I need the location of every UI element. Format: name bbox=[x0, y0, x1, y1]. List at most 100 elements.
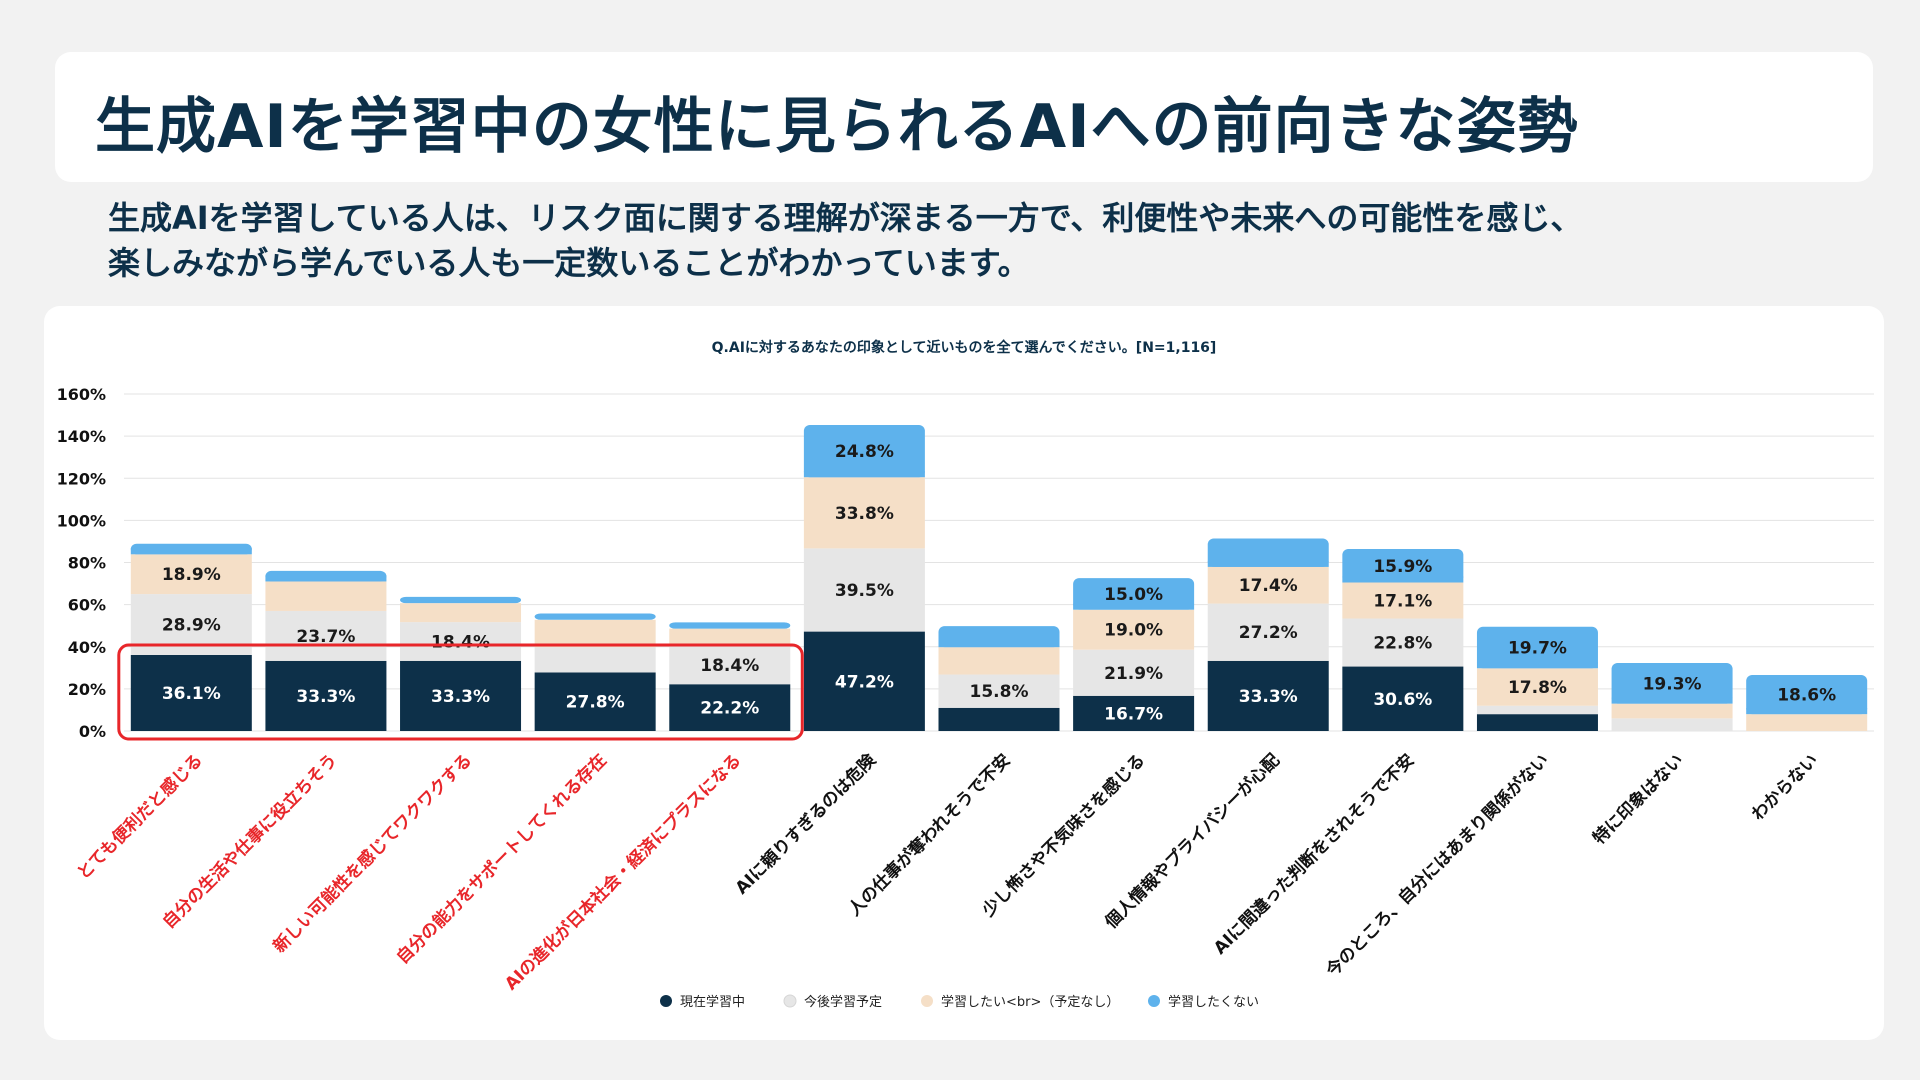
bar-segment bbox=[400, 596, 522, 604]
bar-segment bbox=[534, 613, 656, 620]
x-tick-label: とても便利だと感じる bbox=[73, 750, 207, 884]
bar-segment-corner bbox=[1746, 708, 1868, 715]
title-card: 生成AIを学習中の女性に見られるAIへの前向きな姿勢 bbox=[55, 52, 1873, 182]
bar-segment bbox=[803, 477, 925, 549]
bar-segment bbox=[938, 647, 1060, 675]
bar-segment bbox=[400, 603, 522, 623]
bar-segment-corner bbox=[130, 548, 252, 555]
data-label: 17.8% bbox=[1508, 678, 1567, 698]
legend-label: 今後学習予定 bbox=[804, 994, 882, 1010]
bar-segment bbox=[534, 619, 656, 648]
data-label: 15.9% bbox=[1373, 557, 1432, 577]
legend-marker bbox=[783, 994, 797, 1008]
x-tick-label: 特に印象はない bbox=[1589, 750, 1688, 849]
bar-segment bbox=[130, 654, 252, 731]
bar-segment bbox=[130, 554, 252, 595]
bar-segment bbox=[669, 684, 791, 731]
legend-item: 学習したくない bbox=[1148, 994, 1259, 1010]
bar-segment-corner bbox=[265, 575, 387, 582]
x-tick-label: AIの進化が日本社会・経済にプラスになる bbox=[501, 750, 746, 995]
bar-segment bbox=[1073, 578, 1195, 610]
bar-segment bbox=[1476, 626, 1598, 669]
data-label: 22.2% bbox=[700, 699, 759, 719]
y-tick-label: 120% bbox=[57, 469, 106, 488]
bar-segment-corner bbox=[1342, 576, 1464, 583]
bar-segment bbox=[669, 645, 791, 685]
legend-label: 学習したくない bbox=[1168, 994, 1259, 1010]
data-label: 15.8% bbox=[970, 682, 1029, 702]
bar-segment bbox=[265, 610, 387, 661]
data-label: 30.6% bbox=[1373, 690, 1432, 710]
data-label: 27.8% bbox=[566, 693, 625, 713]
bar-segment bbox=[1073, 649, 1195, 696]
data-label: 28.9% bbox=[162, 616, 221, 636]
data-label: 19.0% bbox=[1104, 621, 1163, 641]
x-tick-label: 自分の能力をサポートしてくれる存在 bbox=[392, 750, 610, 968]
bar-segment bbox=[1611, 703, 1733, 719]
data-label: 18.4% bbox=[700, 656, 759, 676]
data-label: 16.7% bbox=[1104, 704, 1163, 724]
bar-segment-corner bbox=[1611, 697, 1733, 704]
data-label: 36.1% bbox=[162, 684, 221, 704]
data-label: 21.9% bbox=[1104, 664, 1163, 684]
bar-segment bbox=[400, 622, 522, 661]
bar-segment bbox=[1611, 662, 1733, 704]
page-title: 生成AIを学習中の女性に見られるAIへの前向きな姿勢 bbox=[95, 92, 1579, 162]
bar-segment-corner bbox=[1207, 560, 1329, 567]
data-label: 17.4% bbox=[1239, 576, 1298, 596]
bar-segment bbox=[1746, 714, 1868, 731]
bar-segment bbox=[1476, 714, 1598, 731]
x-tick-label: 今のところ、自分にはあまり関係がない bbox=[1322, 750, 1553, 981]
bar-segment bbox=[1073, 609, 1195, 650]
bar-segment bbox=[1342, 666, 1464, 731]
bar-segment bbox=[938, 707, 1060, 731]
bar-segment bbox=[400, 660, 522, 731]
bar-segment-corner bbox=[1073, 603, 1195, 610]
lead-line-1: 生成AIを学習している人は、リスク面に関する理解が深まる一方で、利便性や未来への… bbox=[108, 199, 1583, 237]
bar-segment bbox=[1611, 718, 1733, 731]
bar-segment bbox=[265, 660, 387, 731]
data-label: 33.8% bbox=[835, 504, 894, 524]
bar-segment bbox=[1207, 660, 1329, 731]
stacked-bar-chart: Q.AIに対するあなたの印象として近いものを全て選んでください。[N=1,116… bbox=[57, 339, 1874, 1010]
highlight-frame bbox=[117, 643, 804, 741]
chart-title: Q.AIに対するあなたの印象として近いものを全て選んでください。[N=1,116… bbox=[712, 339, 1217, 356]
bar-segment bbox=[1342, 582, 1464, 619]
legend-item: 現在学習中 bbox=[660, 994, 745, 1010]
data-label: 23.7% bbox=[296, 627, 355, 647]
y-tick-label: 0% bbox=[79, 722, 106, 741]
bar-segment bbox=[669, 622, 791, 629]
bar-segment bbox=[1207, 566, 1329, 604]
legend-label: 現在学習中 bbox=[680, 994, 745, 1010]
data-label: 27.2% bbox=[1239, 623, 1298, 643]
bar-segment bbox=[669, 628, 791, 646]
bar-segment bbox=[803, 424, 925, 478]
x-tick-label: わからない bbox=[1748, 750, 1822, 824]
data-label: 22.8% bbox=[1373, 634, 1432, 654]
data-label: 33.3% bbox=[296, 687, 355, 707]
bar-segment bbox=[803, 631, 925, 731]
y-tick-label: 20% bbox=[68, 680, 106, 699]
legend-item: 今後学習予定 bbox=[783, 994, 882, 1010]
data-label: 17.1% bbox=[1373, 592, 1432, 612]
bar-segment bbox=[1476, 705, 1598, 715]
legend-item: 学習したい<br>（予定なし） bbox=[921, 994, 1119, 1010]
bar-segment bbox=[803, 548, 925, 632]
bar-segment-corner bbox=[1476, 662, 1598, 669]
lead-text: 生成AIを学習している人は、リスク面に関する理解が深まる一方で、利便性や未来への… bbox=[108, 196, 1808, 286]
data-label: 39.5% bbox=[835, 581, 894, 601]
data-label: 19.3% bbox=[1643, 674, 1702, 694]
bar-segment bbox=[938, 674, 1060, 708]
bar-segment bbox=[534, 647, 656, 673]
data-label: 33.3% bbox=[431, 687, 490, 707]
bar-segment bbox=[1476, 668, 1598, 706]
legend-marker bbox=[1148, 995, 1160, 1007]
y-tick-label: 100% bbox=[57, 511, 106, 530]
y-tick-label: 60% bbox=[68, 596, 106, 615]
bar-segment-corner bbox=[938, 641, 1060, 648]
legend-marker bbox=[921, 995, 933, 1007]
data-label: 47.2% bbox=[835, 672, 894, 692]
bar-segment bbox=[1342, 549, 1464, 583]
y-tick-label: 160% bbox=[57, 385, 106, 404]
bar-segment bbox=[265, 581, 387, 611]
